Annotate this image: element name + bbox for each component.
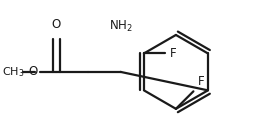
- Text: NH$_2$: NH$_2$: [109, 19, 132, 34]
- Text: CH$_3$: CH$_3$: [2, 65, 25, 79]
- Text: F: F: [170, 47, 177, 60]
- Text: F: F: [198, 75, 205, 88]
- Text: O: O: [29, 65, 38, 78]
- Text: O: O: [52, 18, 61, 31]
